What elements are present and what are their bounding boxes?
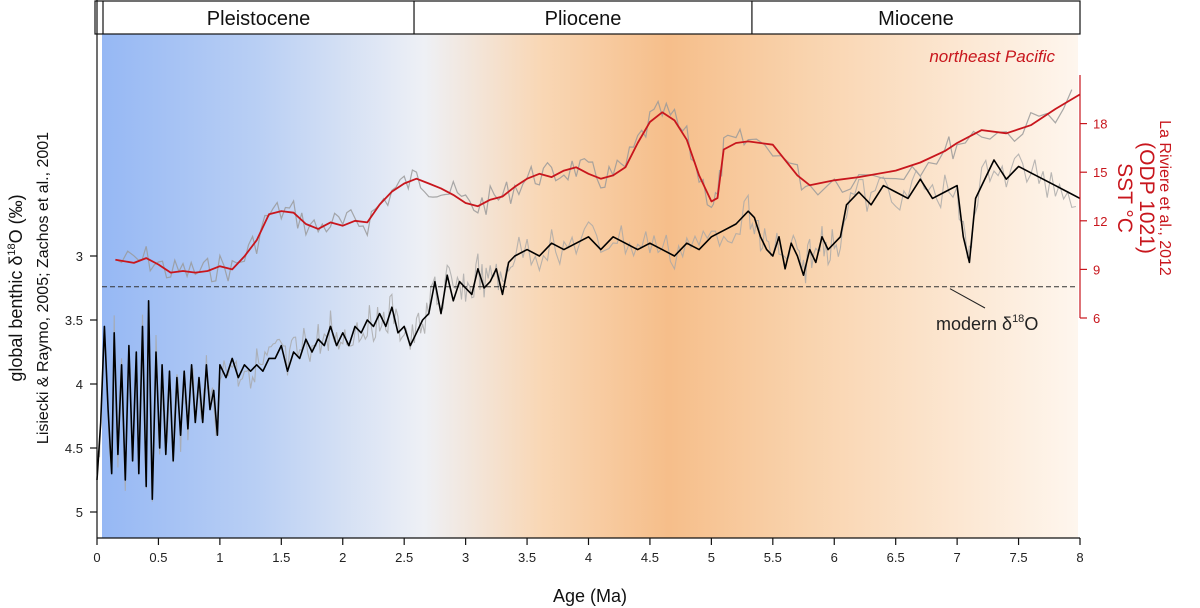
x-tick-label: 1.5 [272, 550, 290, 565]
epoch-label-pleistocene: Pleistocene [207, 8, 310, 30]
x-tick-label: 2 [339, 550, 346, 565]
left-tick-label: 4.5 [65, 441, 83, 456]
left-axis-subtitle: Lisiecki & Raymo, 2005; Zachos et al., 2… [35, 132, 52, 444]
right-axis-title-1: SST °C [1113, 163, 1136, 233]
right-axis-subtitle: La Riviere et al., 2012 [1156, 120, 1173, 276]
left-tick-label: 3.5 [65, 313, 83, 328]
x-tick-label: 0 [93, 550, 100, 565]
region-label: northeast Pacific [929, 47, 1055, 66]
series-line-d18o [96, 159, 1081, 500]
right-tick-label: 6 [1093, 311, 1100, 326]
epoch-bar: Pleistocene Pliocene Miocene [94, 0, 1081, 35]
right-axis-ticks: 6 9 12 15 18 [1080, 117, 1107, 326]
left-tick-label: 3 [76, 249, 83, 264]
right-axis-title-2: (ODP 1021) [1135, 142, 1158, 254]
modern-d18o-label: modern δ18O [936, 313, 1038, 334]
right-tick-label: 12 [1093, 214, 1107, 229]
x-tick-label: 6.5 [887, 550, 905, 565]
x-axis-ticks: 0 0.5 1 1.5 2 2.5 3 3.5 4 4.5 5 5.5 6 6.5 7 7.5 8 [93, 538, 1084, 565]
left-axis-title: global benthic δ18O (‰) [6, 194, 26, 381]
x-tick-label: 4.5 [641, 550, 659, 565]
x-tick-label: 5.5 [764, 550, 782, 565]
epoch-bar-frame [94, 0, 1081, 35]
modern-d18o-pointer [949, 288, 986, 309]
x-tick-label: 0.5 [149, 550, 167, 565]
left-axis-ticks: 3 3.5 4 4.5 5 [65, 249, 97, 520]
right-tick-label: 15 [1093, 165, 1107, 180]
x-tick-label: 3.5 [518, 550, 536, 565]
background-gradient [102, 34, 1078, 538]
right-tick-label: 18 [1093, 117, 1107, 132]
x-axis-title: Age (Ma) [553, 586, 627, 606]
x-tick-label: 8 [1076, 550, 1083, 565]
x-tick-label: 7.5 [1010, 550, 1028, 565]
x-tick-label: 6 [831, 550, 838, 565]
left-tick-label: 4 [76, 377, 83, 392]
x-tick-label: 1 [216, 550, 223, 565]
x-tick-label: 7 [954, 550, 961, 565]
series-line-sst [115, 93, 1081, 274]
epoch-label-miocene: Miocene [878, 8, 954, 30]
x-tick-label: 3 [462, 550, 469, 565]
left-tick-label: 5 [76, 505, 83, 520]
x-tick-label: 4 [585, 550, 592, 565]
epoch-label-pliocene: Pliocene [545, 8, 622, 30]
right-tick-label: 9 [1093, 262, 1100, 277]
x-tick-label: 2.5 [395, 550, 413, 565]
x-tick-label: 5 [708, 550, 715, 565]
